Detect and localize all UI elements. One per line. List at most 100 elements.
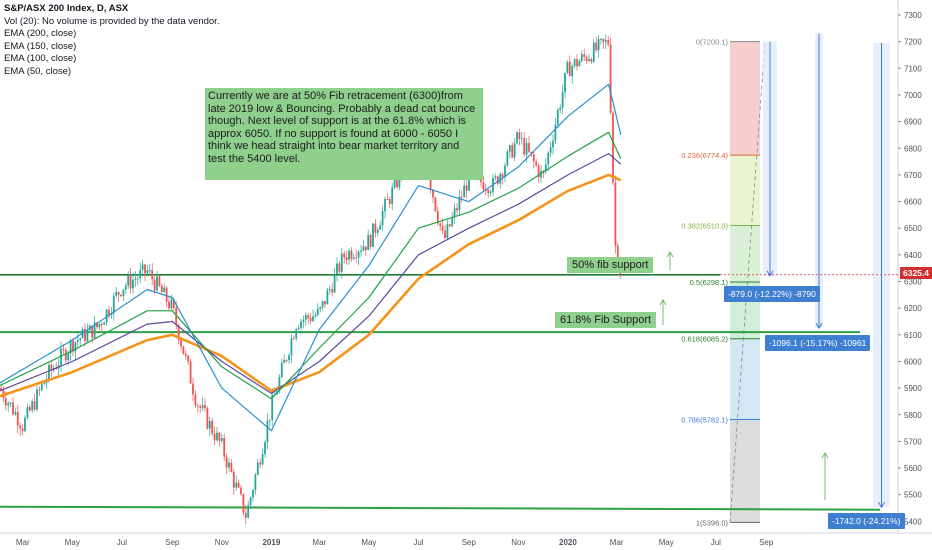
candle-body xyxy=(393,178,396,188)
candle-body xyxy=(307,315,310,319)
candle-body xyxy=(508,145,511,152)
candle-body xyxy=(343,253,346,258)
fib-level-label: 1(5396.0) xyxy=(696,518,729,527)
legend-line-ema150: EMA (150, close) xyxy=(4,40,77,52)
candle-body xyxy=(549,147,552,153)
candle-body xyxy=(208,420,211,429)
candle-body xyxy=(127,275,130,286)
candle-body xyxy=(0,388,2,390)
candle-body xyxy=(336,263,338,275)
candle-body xyxy=(350,250,353,259)
candle-body xyxy=(31,401,34,411)
candle-body xyxy=(542,170,545,172)
candle-body xyxy=(360,250,362,252)
candle-body xyxy=(115,292,118,296)
candle-body xyxy=(386,199,389,201)
candle-body xyxy=(489,191,492,194)
candle-body xyxy=(170,299,173,309)
y-tick-label: 6800 xyxy=(904,144,922,153)
candle-body xyxy=(160,285,163,293)
candle-body xyxy=(324,301,326,305)
candle-body xyxy=(153,279,156,291)
candle-body xyxy=(566,61,569,73)
fib50-label[interactable]: 50% fib support xyxy=(567,257,654,273)
candle-body xyxy=(108,309,110,316)
candle-body xyxy=(4,398,7,406)
candle-body xyxy=(352,257,355,259)
candle-body xyxy=(79,338,82,341)
candle-body xyxy=(357,251,360,258)
candle-body xyxy=(516,132,518,144)
measure-arrow-head xyxy=(815,322,823,330)
candle-body xyxy=(288,355,290,360)
candle-body xyxy=(124,285,127,290)
candle-body xyxy=(578,61,581,67)
candle-body xyxy=(595,42,598,51)
candle-body xyxy=(216,432,218,441)
candle-body xyxy=(220,438,223,441)
candle-body xyxy=(372,223,374,247)
candle-body xyxy=(520,138,523,140)
candle-body xyxy=(333,274,336,293)
candle-body xyxy=(280,363,283,378)
candle-body xyxy=(43,383,46,385)
x-tick-label: Jul xyxy=(413,538,423,547)
candle-body xyxy=(16,412,19,426)
candle-body xyxy=(7,403,10,406)
candle-body xyxy=(187,355,190,362)
candle-body xyxy=(312,316,314,322)
ema-line xyxy=(0,153,622,394)
candle-body xyxy=(314,314,317,317)
y-tick-label: 7200 xyxy=(904,38,922,47)
candle-body xyxy=(576,59,578,67)
measure-label-2[interactable]: -1096.1 (-15.17%) -10961 xyxy=(765,335,871,351)
candle-body xyxy=(67,353,70,361)
y-tick-label: 6700 xyxy=(904,171,922,180)
candle-body xyxy=(494,176,497,179)
candle-body xyxy=(271,394,274,420)
candle-body xyxy=(547,152,550,165)
candle-body xyxy=(501,174,504,177)
candle-body xyxy=(163,287,166,293)
analysis-note[interactable]: Currently we are at 50% Fib retracement … xyxy=(205,88,483,180)
candle-body xyxy=(504,165,506,177)
candle-body xyxy=(525,143,528,155)
candle-body xyxy=(446,224,449,239)
candle-body xyxy=(295,329,298,339)
candle-body xyxy=(302,319,305,322)
y-tick-label: 6000 xyxy=(904,357,922,366)
candle-body xyxy=(24,417,26,431)
candle-body xyxy=(614,182,617,246)
candle-body xyxy=(451,217,454,227)
candle-body xyxy=(338,263,341,272)
fib-level-label: 0.382(6510.0) xyxy=(681,222,728,231)
candle-body xyxy=(585,56,588,62)
fib618-label[interactable]: 61.8% Fib Support xyxy=(555,312,657,328)
candle-body xyxy=(112,295,115,314)
candle-body xyxy=(175,307,178,325)
candle-body xyxy=(237,482,240,488)
candle-body xyxy=(148,270,151,272)
candle-body xyxy=(177,324,180,341)
candle-body xyxy=(391,187,394,205)
candle-body xyxy=(62,348,65,350)
candle-body xyxy=(554,124,557,141)
candle-body xyxy=(228,462,230,468)
candle-body xyxy=(429,177,432,190)
candle-body xyxy=(206,408,209,429)
candle-body xyxy=(196,405,199,407)
y-tick-label: 5900 xyxy=(904,384,922,393)
candle-body xyxy=(564,72,566,93)
candle-body xyxy=(604,40,607,42)
candle-body xyxy=(441,226,444,231)
measure-label-3[interactable]: -1742.0 (-24.21%) xyxy=(828,513,905,529)
candle-body xyxy=(607,40,610,45)
fib-zone xyxy=(730,225,760,283)
measure-label-1[interactable]: -879.0 (-12.22%) -8790 xyxy=(724,286,820,302)
candle-body xyxy=(345,257,348,260)
candle-body xyxy=(74,341,77,352)
fib-level-label: 0.618(6085.2) xyxy=(681,335,728,344)
candle-body xyxy=(182,346,185,354)
ema-line xyxy=(0,173,622,398)
